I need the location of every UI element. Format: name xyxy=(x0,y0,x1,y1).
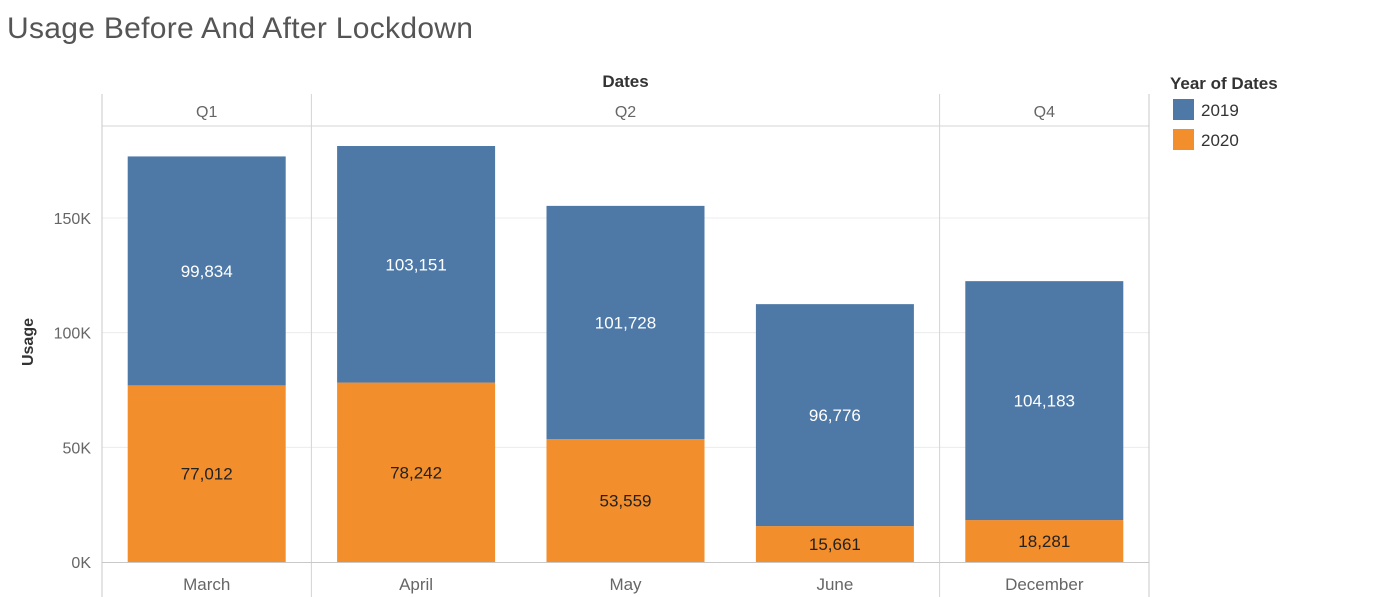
quarter-label: Q1 xyxy=(196,104,217,121)
bar-2020-may xyxy=(546,439,705,562)
data-label-2020: 53,559 xyxy=(600,492,652,511)
data-label-2019: 103,151 xyxy=(385,255,446,274)
quarter-label: Q2 xyxy=(615,104,636,121)
bar-2020-march xyxy=(127,385,286,562)
x-category-label: December xyxy=(1005,575,1084,594)
chart-title: Usage Before And After Lockdown xyxy=(7,12,474,45)
legend-label-2019: 2019 xyxy=(1201,101,1239,120)
legend-title: Year of Dates xyxy=(1170,74,1278,93)
bar-2020-december xyxy=(965,520,1124,562)
legend-swatch-2019 xyxy=(1173,99,1194,120)
y-tick-label: 0K xyxy=(71,555,91,572)
y-tick-label: 150K xyxy=(54,211,92,228)
x-category-label: April xyxy=(399,575,433,594)
bar-2020-june xyxy=(755,526,914,562)
bar-2020-april xyxy=(337,382,496,562)
data-label-2019: 104,183 xyxy=(1014,392,1075,411)
x-category-label: May xyxy=(609,575,642,594)
data-label-2019: 96,776 xyxy=(809,406,861,425)
data-label-2020: 77,012 xyxy=(181,465,233,484)
bar-2019-may xyxy=(546,205,705,440)
bar-2019-june xyxy=(755,304,914,527)
legend-swatch-2020 xyxy=(1173,129,1194,150)
y-tick-label: 50K xyxy=(63,440,92,457)
y-tick-label: 100K xyxy=(54,326,92,343)
legend-label-2020: 2020 xyxy=(1201,131,1239,150)
column-header-label: Dates xyxy=(602,72,648,91)
data-label-2020: 15,661 xyxy=(809,535,861,554)
bar-2019-march xyxy=(127,156,286,386)
y-axis-label: Usage xyxy=(20,318,37,366)
x-category-label: June xyxy=(816,575,853,594)
x-category-label: March xyxy=(183,575,230,594)
bar-2019-april xyxy=(337,146,496,383)
quarter-label: Q4 xyxy=(1034,104,1055,121)
data-label-2020: 18,281 xyxy=(1018,532,1070,551)
bar-2019-december xyxy=(965,281,1124,521)
data-label-2020: 78,242 xyxy=(390,463,442,482)
data-label-2019: 101,728 xyxy=(595,314,656,333)
data-label-2019: 99,834 xyxy=(181,262,233,281)
